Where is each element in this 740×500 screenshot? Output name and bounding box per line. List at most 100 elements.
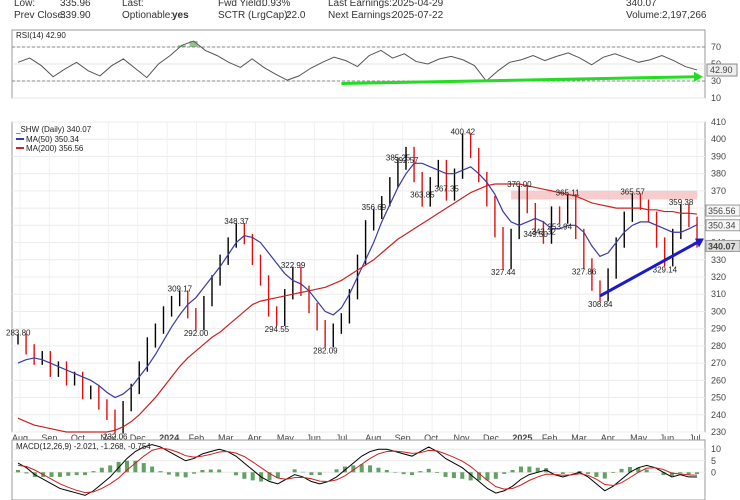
price-tick-label: 400: [711, 134, 726, 144]
rsi-last-marker: [706, 63, 738, 77]
x-tick-label: May: [630, 433, 648, 443]
macd-histogram-bar: [233, 472, 238, 476]
price-annotation: 392.57: [394, 156, 419, 165]
x-tick-label: Jul: [689, 433, 701, 443]
price-annotation: 283.80: [6, 328, 31, 337]
price-annotation: 365.11: [556, 188, 580, 197]
price-tick-label: 320: [711, 272, 726, 282]
x-tick-label: Jul: [336, 433, 348, 443]
x-tick-label: Apr: [601, 433, 615, 443]
last-label: Last:: [122, 0, 144, 9]
macd-histogram-bar: [443, 472, 448, 477]
price-tick-label: 370: [711, 186, 726, 196]
rsi-overbought-fill: [189, 41, 198, 47]
macd-histogram-bar: [485, 472, 490, 481]
x-tick-label: 2024: [159, 433, 179, 443]
price-annotation: 348.37: [224, 217, 249, 226]
macd-histogram-bar: [527, 466, 532, 473]
macd-histogram-bar: [108, 465, 113, 473]
sctr-value: 22.0: [286, 10, 306, 21]
price-annotation: 294.55: [265, 325, 290, 334]
price-tick-label: 380: [711, 169, 726, 179]
price-tick-label: 300: [711, 306, 726, 316]
right-value-label: 340.07: [708, 241, 736, 251]
right-value-box: [705, 219, 740, 232]
macd-histogram-bar: [158, 471, 163, 473]
price-tick-label: 270: [711, 358, 726, 368]
rsi-title: RSI(14) 42.90: [16, 31, 66, 40]
macd-tick-label: 0: [711, 467, 716, 477]
macd-histogram-bar: [594, 472, 599, 477]
x-tick-label: Nov: [454, 433, 471, 443]
price-title: _SHW (Daily) 340.07: [15, 125, 92, 134]
x-tick-label: Aug: [12, 433, 28, 443]
price-annotation: 308.84: [588, 300, 613, 309]
macd-histogram-bar: [518, 466, 523, 473]
price-tick-label: 310: [711, 289, 726, 299]
macd-histogram-bar: [83, 472, 88, 476]
low-value: 335.96: [60, 0, 91, 9]
macd-histogram-bar: [560, 472, 565, 474]
volume-label: Volume:: [626, 10, 662, 21]
price-annotation: 356.69: [362, 203, 387, 212]
price-annotation: 327.86: [572, 267, 597, 276]
price-annotation: 232.06: [103, 432, 128, 441]
macd-tick-label: 10: [711, 444, 721, 454]
right-value-label: 350.34: [708, 221, 736, 231]
x-tick-label: Nov: [100, 433, 117, 443]
resistance-zone: [511, 190, 697, 200]
macd-histogram-bar: [502, 472, 507, 474]
price-tick-label: 410: [711, 117, 726, 127]
sctr-label: SCTR (LrgCap):: [218, 10, 290, 21]
price-tick-label: 230: [711, 427, 726, 437]
support-trendline: [599, 241, 698, 298]
price-annotation: 322.99: [281, 261, 306, 270]
macd-histogram-bar: [334, 469, 339, 473]
x-tick-label: Jun: [660, 433, 675, 443]
macd-histogram-bar: [74, 472, 79, 476]
x-tick-label: Dec: [483, 433, 500, 443]
ma50-line: [17, 162, 698, 399]
macd-histogram-bar: [636, 467, 641, 473]
macd-histogram-bar: [686, 472, 691, 475]
optionable-value: yes: [172, 10, 189, 21]
rsi-tick-label: 30: [711, 76, 721, 86]
price-annotation: 329.14: [653, 265, 678, 274]
macd-histogram-bar: [309, 472, 314, 476]
fwd-yield-value: 0.93%: [262, 0, 290, 9]
macd-histogram-bar: [510, 470, 515, 473]
macd-histogram-bar: [292, 469, 297, 473]
macd-histogram-bar: [351, 465, 356, 473]
rsi-tick-label: 70: [711, 42, 721, 52]
rsi-tick-label: 10: [711, 93, 721, 103]
macd-histogram-bar: [493, 472, 498, 479]
price-tick-label: 290: [711, 324, 726, 334]
low-label: Low:: [14, 0, 35, 9]
ma200-legend: MA(200) 356.56: [26, 144, 84, 153]
macd-histogram-bar: [669, 472, 674, 476]
macd-histogram-bar: [695, 472, 699, 475]
x-tick-label: Mar: [218, 433, 234, 443]
ma50-legend: MA(50) 350.34: [26, 135, 79, 144]
price-annotation: 400.42: [451, 127, 476, 136]
macd-histogram-bar: [250, 472, 255, 481]
macd-histogram-bar: [602, 472, 607, 479]
price-tick-label: 390: [711, 151, 726, 161]
macd-histogram-bar: [183, 472, 188, 478]
macd-histogram-bar: [468, 472, 473, 481]
right-value-box: [705, 239, 740, 252]
x-tick-label: May: [277, 433, 295, 443]
right-value-label: 356.56: [708, 206, 736, 216]
macd-histogram-bar: [16, 470, 20, 473]
macd-histogram-bar: [166, 472, 171, 475]
right-value-box: [705, 204, 740, 217]
macd-histogram-bar: [644, 469, 649, 473]
price-annotation: 309.17: [168, 285, 193, 294]
macd-histogram-bar: [611, 472, 616, 473]
price-tick-label: 240: [711, 410, 726, 420]
macd-histogram-bar: [91, 471, 96, 473]
rsi-line: [17, 40, 698, 82]
macd-histogram-bar: [49, 472, 54, 477]
prev-close-value: 339.90: [60, 10, 91, 21]
price-annotation: 349.50: [523, 230, 548, 239]
